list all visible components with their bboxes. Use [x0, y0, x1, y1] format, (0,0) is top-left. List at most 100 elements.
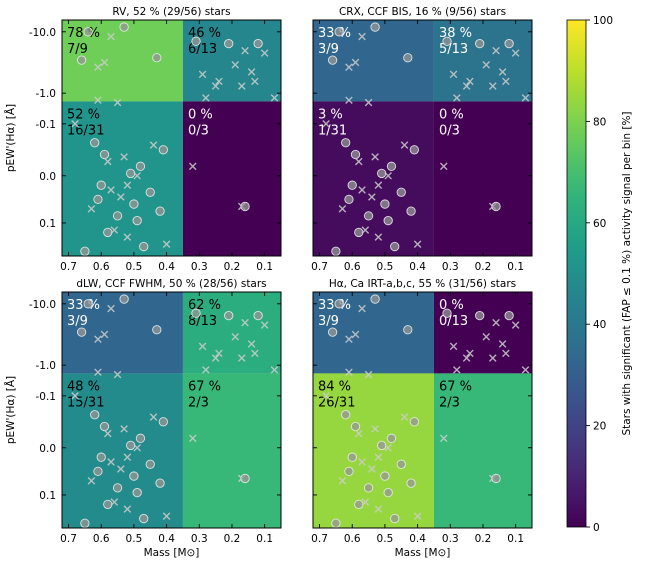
scatter-point-circle	[344, 466, 354, 477]
scatter-point-cross	[113, 370, 122, 379]
scatter-point-circle	[76, 327, 87, 337]
scatter-point-cross	[107, 32, 115, 41]
cell-fraction-label: 3/9	[67, 314, 88, 329]
scatter-point-cross	[87, 205, 96, 213]
scatter-point-cross	[498, 340, 507, 348]
x-tick-label: 0.4	[409, 533, 426, 545]
scatter-point-circle	[386, 433, 397, 443]
scatter-point-cross	[231, 333, 240, 341]
scatter-point-cross	[371, 153, 379, 161]
x-tick-label: 0.2	[475, 533, 492, 545]
scatter-point-circle	[135, 433, 146, 443]
x-tick-label: 0.2	[475, 261, 492, 273]
cell-fraction-label: 3/9	[318, 42, 339, 57]
cell-percent-label: 3 %	[318, 107, 343, 122]
scatter-point-cross	[107, 458, 115, 466]
scatter-point-cross	[133, 443, 141, 452]
heatmap-cell-bottom-right	[182, 101, 281, 256]
scatter-point-cross	[117, 193, 125, 201]
x-tick-label: 0.3	[191, 533, 208, 545]
scatter-point-circle	[390, 241, 400, 252]
x-tick-label: 0.5	[377, 261, 394, 273]
scatter-point-circle	[83, 27, 93, 37]
scatter-point-circle	[139, 241, 149, 252]
scatter-point-circle	[491, 201, 501, 212]
panel-title: dLW, CCF FWHM, 50 % (28/56) stars	[76, 278, 266, 290]
scatter-point-circle	[504, 310, 514, 321]
scatter-point-cross	[453, 366, 461, 374]
scatter-point-circle	[191, 308, 201, 318]
scatter-point-cross	[198, 70, 207, 79]
scatter-point-cross	[338, 477, 347, 485]
scatter-point-circle	[491, 473, 501, 484]
scatter-point-circle	[354, 499, 364, 510]
scatter-point-cross	[103, 429, 112, 438]
scatter-point-cross	[103, 157, 112, 166]
cell-fraction-label: 26/31	[318, 395, 355, 410]
scatter-point-circle	[80, 246, 90, 256]
scatter-point-cross	[413, 240, 422, 248]
colorbar-tick-label: 60	[593, 218, 606, 230]
scatter-point-cross	[247, 68, 256, 76]
scatter-point-cross	[351, 58, 360, 67]
scatter-point-circle	[331, 246, 341, 256]
heatmap-cell-bottom-right	[182, 373, 281, 528]
colorbar-label: Stars with significant (FAP ≤ 0.1 %) act…	[621, 111, 633, 435]
scatter-point-cross	[374, 505, 383, 513]
y-tick-label: -10.0	[29, 299, 56, 311]
scatter-point-cross	[368, 465, 376, 473]
scatter-point-cross	[449, 342, 458, 351]
cell-fraction-label: 0/3	[188, 123, 209, 138]
scatter-point-circle	[331, 518, 341, 528]
x-tick-label: 0.3	[442, 533, 459, 545]
scatter-point-circle	[347, 180, 357, 190]
scatter-point-cross	[488, 82, 497, 90]
scatter-point-circle	[396, 459, 406, 469]
scatter-point-cross	[449, 70, 458, 79]
scatter-point-circle	[475, 310, 485, 321]
scatter-point-circle	[363, 483, 374, 493]
scatter-point-circle	[363, 211, 374, 221]
scatter-point-cross	[247, 340, 256, 348]
scatter-point-cross	[361, 226, 370, 234]
x-tick-label: 0.3	[191, 261, 208, 273]
scatter-point-circle	[376, 440, 387, 451]
y-tick-label: -0.1	[36, 391, 57, 403]
cell-fraction-label: 2/3	[188, 395, 209, 410]
x-tick-label: 0.6	[344, 533, 361, 545]
colorbar-tick-label: 20	[593, 421, 606, 433]
scatter-point-circle	[158, 417, 168, 427]
cell-fraction-label: 16/31	[67, 123, 104, 138]
y-tick-label: 0.1	[39, 218, 56, 230]
x-tick-label: 0.6	[93, 533, 110, 545]
scatter-point-cross	[94, 335, 102, 343]
scatter-point-circle	[112, 483, 123, 493]
scatter-point-cross	[237, 82, 246, 90]
scatter-point-circle	[90, 410, 100, 420]
cell-fraction-label: 0/13	[439, 314, 468, 329]
scatter-point-cross	[241, 318, 249, 327]
x-tick-label: 0.1	[507, 261, 524, 273]
scatter-point-cross	[354, 157, 363, 166]
scatter-point-circle	[96, 180, 106, 190]
scatter-point-cross	[94, 96, 102, 105]
scatter-point-cross	[211, 82, 220, 90]
scatter-point-cross	[198, 342, 207, 351]
y-tick-label: -1.0	[36, 360, 57, 372]
scatter-point-cross	[149, 413, 158, 421]
cell-percent-label: 0 %	[439, 107, 464, 122]
scatter-point-cross	[133, 171, 141, 180]
scatter-point-circle	[376, 168, 387, 179]
scatter-point-cross	[462, 82, 471, 90]
colorbar-tick-label: 80	[593, 116, 606, 128]
scatter-point-cross	[120, 425, 128, 433]
scatter-point-cross	[368, 193, 376, 201]
scatter-point-cross	[94, 63, 102, 71]
scatter-point-cross	[374, 181, 383, 189]
scatter-point-cross	[466, 77, 474, 86]
scatter-point-circle	[93, 194, 103, 205]
scatter-point-circle	[129, 199, 139, 209]
scatter-point-circle	[152, 325, 162, 335]
